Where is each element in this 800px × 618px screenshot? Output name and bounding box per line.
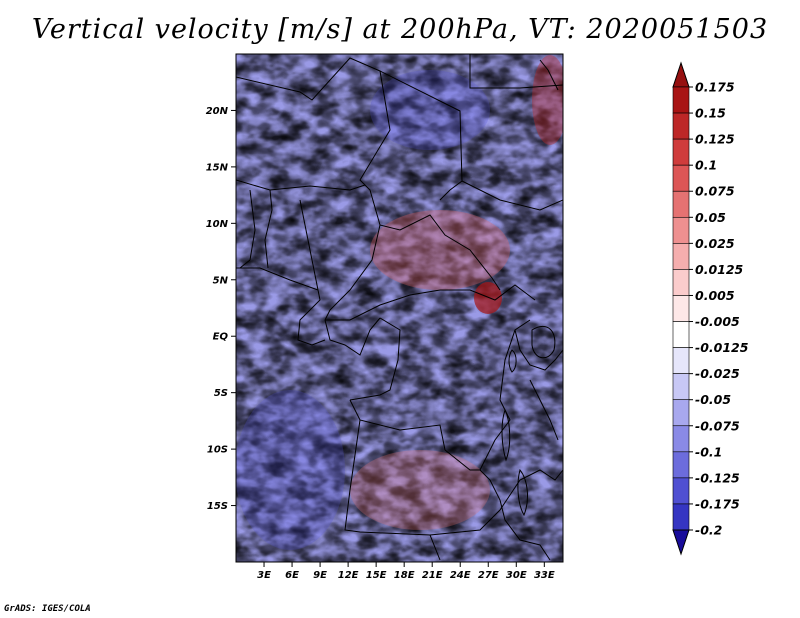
positive-region-northeast: [532, 55, 563, 145]
positive-region-east: [474, 282, 502, 314]
boundary-line: [469, 54, 563, 89]
colorbar-segment: [672, 243, 690, 270]
colorbar-segment: [672, 321, 690, 348]
boundary-line: [514, 329, 563, 371]
colorbar-label: -0.1: [695, 444, 722, 459]
colorbar-bottom-arrow: [672, 529, 690, 556]
boundary-line: [379, 214, 501, 291]
colorbar-segment: [672, 216, 690, 244]
lakes: [501, 325, 556, 517]
colorbar-label: -0.2: [695, 523, 722, 538]
boundary-line: [264, 189, 273, 269]
field-negative-patches: [236, 54, 563, 562]
colorbar-label: -0.025: [695, 366, 740, 381]
lon-tick-label: 15E: [366, 570, 387, 581]
colorbar-segment: [672, 269, 690, 296]
lat-tick-label: 5N: [213, 275, 229, 286]
lat-tick-label: 15S: [207, 501, 228, 512]
boundary-line: [324, 224, 381, 321]
lon-tick-label: 9E: [313, 570, 327, 581]
lon-tick-label: 18E: [394, 570, 415, 581]
lon-tick-label: 21E: [422, 570, 443, 581]
lat-tick-label: 10N: [206, 219, 229, 230]
boundary-line: [429, 469, 563, 536]
boundary-line: [239, 189, 256, 269]
negative-region-sw: [236, 390, 345, 550]
colorbar-label: 0.175: [695, 80, 735, 95]
colorbar-segment: [672, 112, 690, 140]
boundary-line: [539, 59, 559, 91]
lake-outline: [508, 349, 517, 373]
colorbar-segment: [672, 399, 690, 427]
lon-tick-label: 3E: [257, 570, 271, 581]
colorbar-segment: [672, 373, 690, 401]
boundary-line: [297, 289, 326, 346]
lat-tick-label: 15N: [206, 162, 229, 173]
colorbar-label: 0.025: [695, 236, 735, 251]
colorbar-label: 0.075: [695, 184, 735, 199]
colorbar: 0.175 0.15 0.125 0.1 0.075 0.05 0.025 0.0125 0.0…: [672, 61, 749, 556]
colorbar-label: 0.15: [695, 106, 726, 121]
lat-tick-label: 20N: [206, 106, 229, 117]
colorbar-label: 0.125: [695, 132, 735, 147]
boundary-line: [324, 317, 381, 356]
boundary-line: [349, 317, 401, 401]
colorbar-label: 0.0125: [695, 262, 744, 277]
longitude-ticks: 3E 6E 9E 12E 15E 18E 21E 24E 27E 30E 33E: [257, 562, 555, 581]
colorbar-label: 0.005: [695, 288, 735, 303]
lon-tick-label: 6E: [285, 570, 299, 581]
colorbar-segment: [672, 190, 690, 218]
map-title: Vertical velocity [m/s] at 200hPa, VT: 2…: [31, 14, 769, 45]
lake-outline: [531, 325, 556, 359]
colorbar-label: -0.0125: [695, 340, 749, 355]
colorbar-segment: [672, 295, 690, 322]
colorbar-segment: [672, 451, 690, 479]
lake-outline: [517, 468, 528, 517]
lon-tick-label: 24E: [450, 570, 471, 581]
colorbar-segment: [672, 138, 690, 166]
colorbar-label: -0.005: [695, 314, 740, 329]
boundaries: [236, 54, 563, 561]
latitude-ticks: 20N 15N 10N 5N EQ 5S 10S 15S: [206, 106, 236, 512]
credit-label: GrADS: IGES/COLA: [4, 604, 91, 614]
lon-tick-label: 27E: [478, 570, 499, 581]
colorbar-label: 0.1: [695, 158, 717, 173]
positive-region-central: [370, 210, 510, 290]
colorbar-label: 0.05: [695, 210, 726, 225]
boundary-line: [479, 469, 551, 561]
map-frame: [235, 53, 564, 563]
lake-outline: [501, 408, 511, 462]
colorbar-label: -0.175: [695, 496, 740, 511]
boundary-line: [299, 199, 319, 291]
lon-tick-label: 12E: [338, 570, 359, 581]
colorbar-segment: [672, 347, 690, 374]
colorbar-segment: [672, 164, 690, 192]
colorbar-segment: [672, 425, 690, 453]
colorbar-segment: [672, 86, 690, 114]
colorbar-label: -0.05: [695, 392, 731, 407]
boundary-line: [325, 284, 536, 321]
lat-tick-label: 5S: [214, 388, 228, 399]
lat-tick-label: EQ: [213, 332, 229, 343]
lat-tick-label: 10S: [207, 445, 228, 456]
colorbar-segment: [672, 477, 690, 505]
positive-region-south: [350, 450, 490, 530]
colorbar-label: -0.075: [695, 418, 740, 433]
boundary-line: [359, 70, 391, 226]
colorbar-segment: [672, 503, 690, 531]
boundary-line: [236, 179, 366, 191]
colorbar-label: -0.125: [695, 470, 740, 485]
lon-tick-label: 33E: [534, 570, 555, 581]
boundary-line: [236, 267, 319, 291]
velocity-field: [236, 54, 563, 562]
lon-tick-label: 30E: [506, 570, 527, 581]
boundary-line: [461, 180, 563, 211]
negative-region-north: [370, 70, 490, 150]
boundary-line: [529, 379, 559, 441]
colorbar-top-arrow: [672, 61, 690, 88]
